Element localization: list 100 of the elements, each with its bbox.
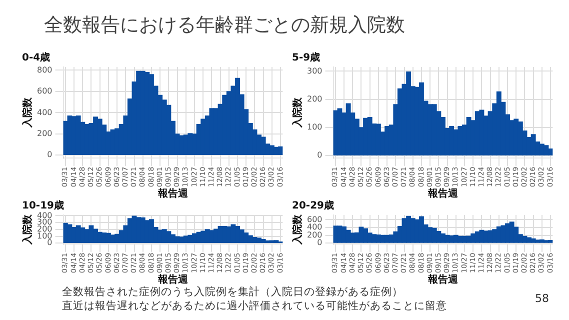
bar [384, 234, 390, 243]
bar [337, 226, 342, 243]
bar [144, 220, 150, 243]
bar [470, 233, 476, 243]
bar [492, 229, 498, 243]
x-axis-title: 報告週 [426, 274, 459, 286]
bar [363, 118, 368, 156]
bar [144, 72, 150, 155]
y-axis-title: 入院数 [22, 213, 34, 246]
bar [278, 146, 283, 155]
bar [93, 228, 98, 243]
y-tick-label: 200 [36, 129, 52, 138]
bar [384, 126, 390, 156]
y-tick-label: 0 [47, 238, 52, 248]
text: 全数報告における年齢群ごとの新規入院数 [44, 13, 405, 38]
y-tick-label: 100 [36, 231, 52, 240]
bar [428, 104, 433, 156]
bar [222, 94, 228, 155]
text: 直近は報告遅れなどがあるために過小評価されている可能性があることに留意 [62, 299, 447, 313]
y-tick-label: 200 [306, 230, 322, 240]
y-tick-label: 400 [36, 210, 52, 220]
y-tick-label: 600 [306, 214, 322, 224]
bar [436, 231, 442, 243]
bar [84, 124, 90, 155]
bar [260, 239, 266, 243]
bar [522, 236, 528, 243]
bar [67, 224, 72, 243]
bar [458, 126, 463, 156]
bar [230, 224, 236, 243]
bar [458, 236, 463, 243]
y-tick-label: 600 [36, 86, 52, 96]
bar [539, 144, 544, 156]
bar [376, 234, 381, 243]
bar [535, 240, 540, 243]
bar [209, 108, 214, 155]
bar [376, 124, 381, 156]
bar [188, 234, 193, 243]
y-tick-label: 400 [306, 222, 322, 232]
bar [84, 229, 90, 243]
bar [136, 70, 142, 155]
y-tick-label: 0 [47, 150, 52, 160]
x-axis-title: 報告週 [156, 188, 189, 200]
bar [372, 234, 377, 243]
bar [449, 126, 454, 156]
bar [179, 135, 184, 155]
bar [544, 240, 549, 243]
y-tick-label: 200 [36, 224, 52, 234]
y-tick-label: 400 [36, 108, 52, 117]
bar [428, 227, 433, 243]
y-tick-label: 200 [306, 94, 322, 104]
bar [397, 88, 402, 156]
bar [269, 145, 274, 155]
bar [479, 110, 484, 156]
chart-title: 0-4歳 [22, 52, 50, 64]
bar [406, 71, 412, 156]
y-tick-label: 300 [306, 66, 322, 76]
y-tick-label: 0 [317, 150, 322, 160]
bar [209, 230, 214, 243]
y-axis-title: 入院数 [292, 213, 304, 246]
x-axis-title: 報告週 [426, 188, 459, 200]
bar [80, 227, 86, 243]
y-tick-label: 300 [36, 218, 52, 227]
bar [67, 116, 72, 155]
bar [548, 148, 553, 156]
y-axis-title: 入院数 [292, 96, 304, 128]
bar [269, 240, 274, 243]
bar [539, 239, 544, 243]
bar [350, 232, 356, 243]
y-tick-label: 800 [36, 65, 52, 74]
bar [166, 231, 172, 243]
chart-title: 5-9歳 [292, 52, 320, 64]
bar [114, 234, 120, 243]
bar [363, 228, 368, 243]
bar [93, 116, 98, 155]
bar [244, 232, 249, 243]
text: 全数報告された症例のうち入院例を集計（入院日の登録がある症例） [62, 285, 404, 299]
bar [414, 219, 420, 243]
chart-title: 10-19歳 [22, 200, 64, 212]
text: 58 [535, 292, 549, 305]
bar [200, 118, 206, 155]
bar [449, 235, 454, 243]
y-tick-label: 0 [317, 238, 322, 248]
chart-title: 20-29歳 [292, 200, 334, 212]
bar [114, 128, 120, 155]
y-tick-label: 100 [306, 122, 322, 132]
bar [136, 217, 142, 243]
bar [106, 232, 111, 243]
bar [548, 240, 553, 243]
bar [102, 232, 107, 243]
bar [479, 230, 484, 243]
bar [127, 218, 132, 243]
bar [414, 86, 420, 156]
y-axis-title: 入院数 [22, 96, 34, 128]
bar [179, 236, 184, 243]
bar [222, 226, 228, 243]
x-axis-title: 報告週 [156, 274, 189, 286]
bar [252, 236, 258, 243]
bar [514, 118, 519, 156]
bar [500, 225, 506, 243]
bar [188, 133, 193, 155]
